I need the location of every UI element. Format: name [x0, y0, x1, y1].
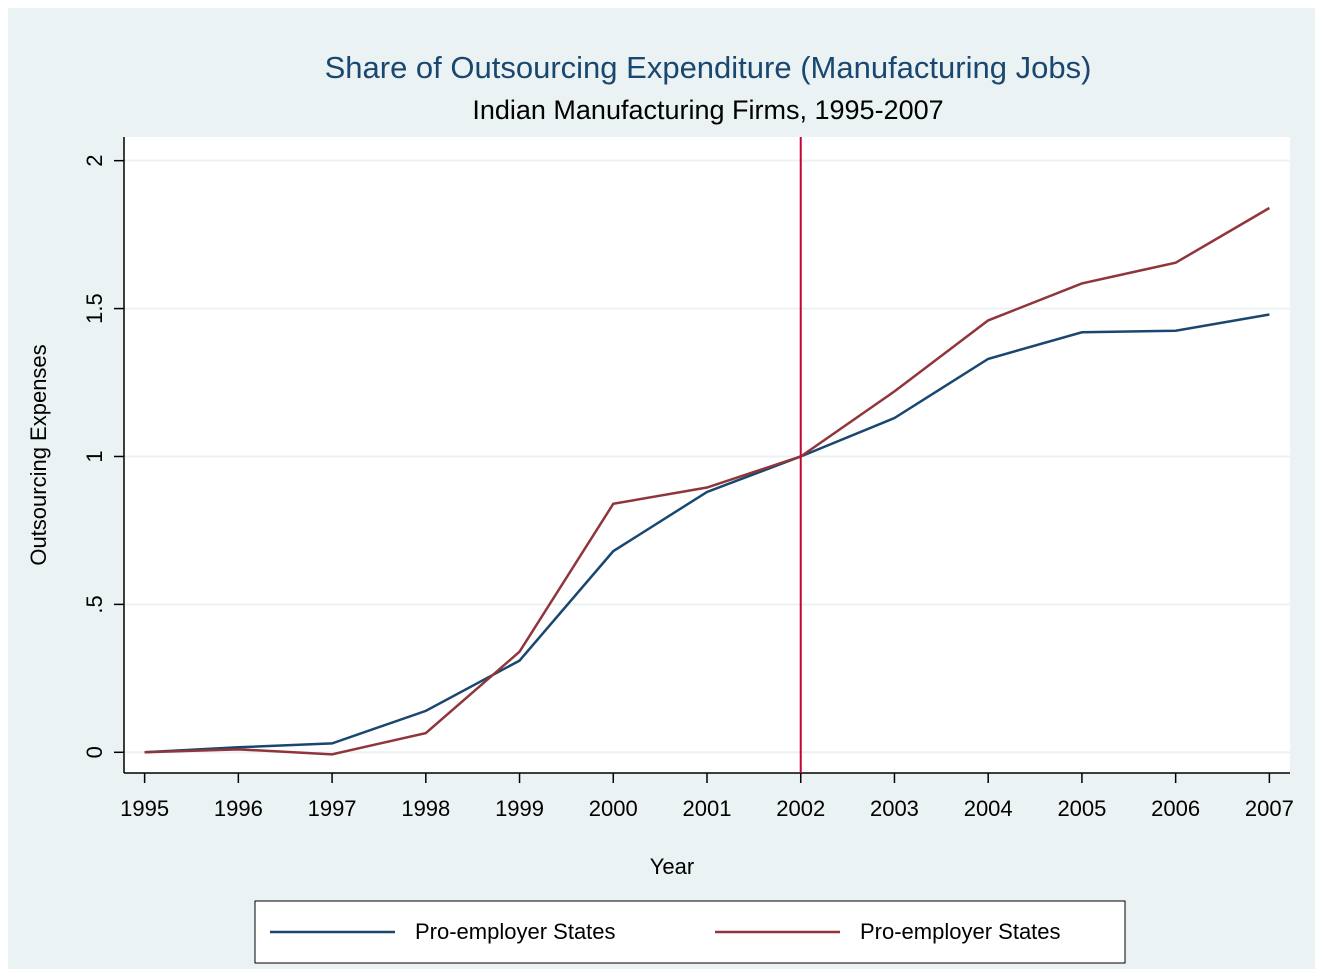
x-tick-label: 1999	[495, 796, 544, 821]
series-line	[144, 206, 1271, 756]
x-tick-label: 1996	[214, 796, 263, 821]
chart-subtitle: Indian Manufacturing Firms, 1995-2007	[472, 95, 943, 125]
y-tick-label: 0	[82, 746, 107, 758]
series-line	[144, 313, 1270, 754]
x-tick-label: 2007	[1245, 796, 1294, 821]
x-tick-label: 2004	[964, 796, 1013, 821]
x-tick-label: 1998	[401, 796, 450, 821]
x-tick-label: 2003	[870, 796, 919, 821]
x-tick-label: 2000	[589, 796, 638, 821]
y-tick-label: 1.5	[82, 293, 107, 324]
y-tick-label: 1	[82, 450, 107, 462]
x-tick-label: 1995	[120, 796, 169, 821]
x-tick-label: 2002	[776, 796, 825, 821]
y-axis-title: Outsourcing Expenses	[26, 344, 51, 565]
y-tick-label: .5	[82, 595, 107, 613]
legend-label: Pro-employer States	[860, 919, 1061, 944]
x-tick-label: 1997	[308, 796, 357, 821]
y-tick-label: 2	[82, 155, 107, 167]
chart-title: Share of Outsourcing Expenditure (Manufa…	[325, 50, 1092, 85]
legend-label: Pro-employer States	[415, 919, 616, 944]
x-tick-label: 2001	[683, 796, 732, 821]
x-tick-label: 2005	[1057, 796, 1106, 821]
x-tick-label: 2006	[1151, 796, 1200, 821]
plot-area	[124, 137, 1290, 773]
legend-box	[254, 900, 1126, 964]
x-axis-title: Year	[650, 854, 694, 879]
